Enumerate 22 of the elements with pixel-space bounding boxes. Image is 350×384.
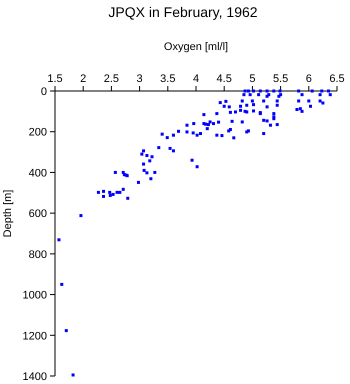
y-axis-title: Depth [m] [2,190,14,238]
x-tick-label: 6 [306,73,312,85]
x-tick-label: 5 [249,73,256,85]
x-tick-label: 6.5 [329,73,345,85]
x-tick-label: 4.5 [216,73,232,85]
chart-title: JPQX in February, 1962 [108,4,258,20]
x-tick-label: 1.5 [47,73,63,85]
y-tick-label: 1000 [22,290,47,302]
x-tick-label: 5.5 [272,73,288,85]
y-tick-label: 400 [28,167,47,180]
x-tick-label: 2.5 [104,73,120,85]
x-tick-label: 3 [136,73,143,85]
y-tick-label: 800 [28,248,47,261]
y-tick-label: 600 [28,208,47,220]
x-axis-title: Oxygen [ml/l] [164,41,228,53]
y-tick-label: 1200 [22,330,47,342]
y-tick-label: 1400 [22,371,47,383]
y-tick-label: 200 [28,126,47,139]
y-tick-label: 0 [40,86,47,98]
x-tick-label: 3.5 [160,73,176,85]
x-tick-label: 4 [192,73,200,85]
x-tick-label: 2 [80,73,86,85]
